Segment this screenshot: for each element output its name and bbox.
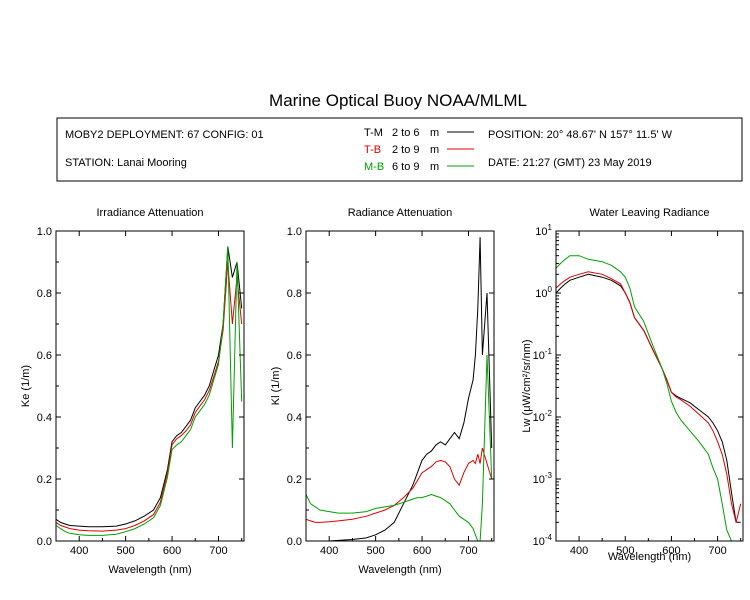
plot-frame: [555, 230, 744, 542]
y-tick-label: 0.6: [37, 350, 52, 362]
y-axis-label: Kl (1/m): [270, 367, 282, 406]
y-axis-label: Ke (1/m): [20, 365, 32, 407]
date-text: DATE: 21:27 (GMT) 23 May 2019: [488, 157, 652, 169]
x-tick-label: 600: [413, 545, 431, 557]
legend-unit: m: [430, 127, 439, 139]
x-tick-label: 500: [366, 545, 384, 557]
x-axis-label: Wavelength (nm): [108, 564, 191, 576]
x-tick-label: 500: [616, 545, 634, 557]
y-tick-label: 0.8: [37, 288, 52, 300]
legend-entry-t-b: T-B 2 to 9 m: [364, 144, 474, 156]
series-line-t-m: [55, 246, 243, 528]
legend-pair: T-B: [364, 144, 381, 156]
position-text: POSITION: 20° 48.67' N 157° 11.5' W: [488, 129, 673, 141]
y-tick-label: 10-2: [533, 409, 553, 424]
series-group: [305, 237, 493, 542]
x-tick-label: 400: [70, 545, 88, 557]
x-tick-label: 500: [116, 545, 134, 557]
legend-pair: T-M: [364, 127, 383, 139]
x-tick-label: 600: [163, 545, 181, 557]
x-tick-label: 700: [209, 545, 227, 557]
x-axis-label: Wavelength (nm): [358, 564, 441, 576]
y-tick-label: 0.0: [37, 536, 52, 548]
legend-range: 2 to 6: [392, 127, 420, 139]
figure-title: Marine Optical Buoy NOAA/MLML: [269, 91, 527, 110]
y-tick-label: 101: [535, 223, 552, 238]
legend-range: 2 to 9: [392, 144, 420, 156]
y-tick-label: 0.6: [287, 350, 302, 362]
panel-title: Water Leaving Radiance: [589, 207, 709, 219]
legend-pair: M-B: [364, 161, 384, 173]
series-line-t-b: [55, 261, 243, 532]
y-tick-label: 0.4: [37, 412, 52, 424]
y-tick-label: 1.0: [287, 226, 302, 238]
y-tick-label: 10-3: [533, 471, 553, 486]
panel-3: Water Leaving Radiance 400 500 600 700 10-4 10…: [521, 207, 744, 563]
legend-entry-m-b: M-B 6 to 9 m: [364, 161, 474, 173]
legend-unit: m: [430, 144, 439, 156]
x-tick-label: 700: [708, 545, 726, 557]
y-tick-label: 0.2: [287, 474, 302, 486]
legend-range: 6 to 9: [392, 161, 420, 173]
deployment-text: MOBY2 DEPLOYMENT: 67 CONFIG: 01: [65, 129, 264, 141]
y-tick-label: 0.0: [287, 536, 302, 548]
series-line-t-b: [555, 271, 742, 523]
series-group: [55, 246, 243, 536]
series-group: [555, 255, 742, 542]
legend: T-M 2 to 6 m T-B 2 to 9 m M-B 6 to 9 m: [364, 127, 474, 173]
series-line-m-b: [55, 246, 243, 536]
x-axis-label: Wavelength (nm): [608, 551, 691, 563]
series-line-m-b: [555, 255, 741, 542]
plot-frame: [55, 230, 245, 542]
series-line-t-m: [306, 237, 493, 542]
plot-frame: [305, 230, 495, 542]
y-tick-label: 10-1: [533, 347, 553, 362]
y-tick-label: 0.8: [287, 288, 302, 300]
legend-entry-t-m: T-M 2 to 6 m: [364, 127, 474, 139]
y-tick-label: 0.2: [37, 474, 52, 486]
series-line-m-b: [305, 354, 493, 542]
panel-2: Radiance Attenuation 400 500 600 700 0.0 0.2 0.…: [270, 207, 495, 576]
x-tick-label: 600: [662, 545, 680, 557]
station-text: STATION: Lanai Mooring: [65, 157, 187, 169]
series-line-t-m: [555, 273, 741, 523]
y-axis-label: Lw (μW/cm²/sr/nm): [521, 339, 533, 432]
chart-panels: Irradiance Attenuation 400 500 600 700 0.0 0.2…: [20, 207, 744, 576]
legend-unit: m: [430, 161, 439, 173]
x-tick-label: 400: [570, 545, 588, 557]
y-tick-label: 1.0: [37, 226, 52, 238]
y-tick-label: 0.4: [287, 412, 302, 424]
y-tick-label: 100: [535, 285, 552, 300]
panel-title: Irradiance Attenuation: [96, 207, 203, 219]
panel-title: Radiance Attenuation: [348, 207, 453, 219]
panel-1: Irradiance Attenuation 400 500 600 700 0.0 0.2…: [20, 207, 245, 576]
y-tick-label: 10-4: [533, 533, 553, 548]
x-tick-label: 700: [459, 545, 477, 557]
series-line-t-b: [305, 447, 493, 523]
x-tick-label: 400: [320, 545, 338, 557]
info-box: [56, 117, 743, 182]
